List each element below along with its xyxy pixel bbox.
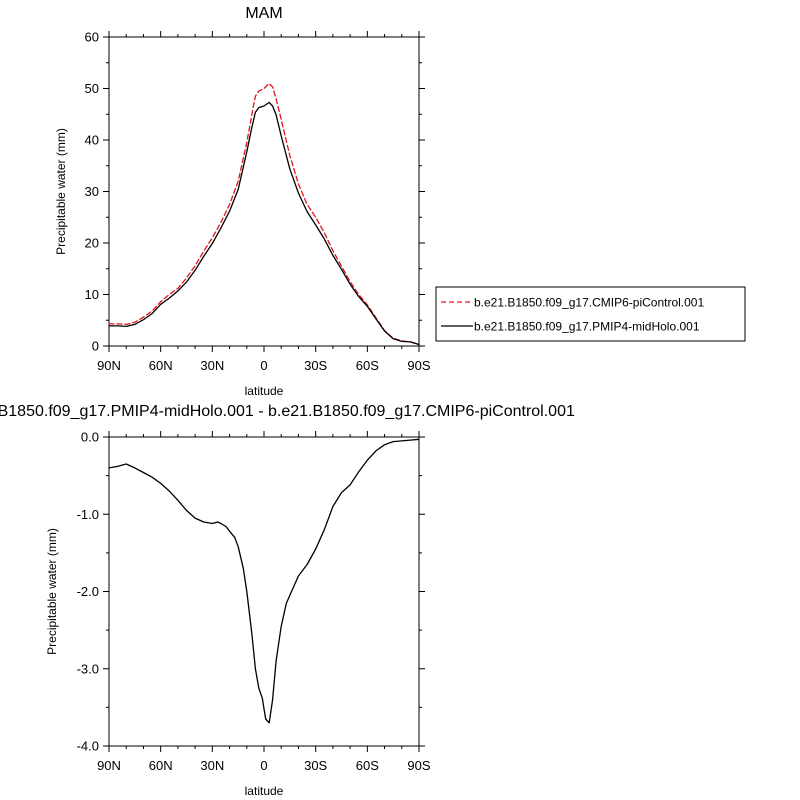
y-axis: 0 10 20 30 40 50 60: [85, 30, 425, 354]
y-tick-label: 0: [92, 339, 99, 354]
chart-title: MAM: [245, 5, 282, 22]
x-tick-label: 90N: [97, 358, 121, 373]
x-tick-label: 90S: [407, 758, 430, 773]
y-tick-label: 20: [85, 236, 99, 251]
difference-chart-title: b.e21.B1850.f09_g17.PMIP4-midHolo.001 - …: [0, 403, 575, 420]
y-tick-label: -2.0: [77, 584, 99, 599]
legend-label-midHolo: b.e21.B1850.f09_g17.PMIP4-midHolo.001: [474, 320, 700, 334]
plot-frame: [108, 36, 420, 347]
y-tick-label: 0.0: [81, 430, 99, 445]
y-tick-label: -3.0: [77, 661, 99, 676]
y-tick-label: 50: [85, 81, 99, 96]
series-line-piControl: [108, 82, 420, 346]
x-tick-label: 30N: [200, 358, 224, 373]
x-tick-label: 60S: [356, 758, 379, 773]
y-tick-label: 60: [85, 30, 99, 45]
y-tick-label: 10: [85, 287, 99, 302]
x-tick-label: 60N: [149, 358, 173, 373]
x-tick-label: 90S: [407, 358, 430, 373]
y-axis: 0.0 -1.0 -2.0 -3.0 -4.0: [77, 430, 425, 754]
legend-box: [435, 286, 746, 342]
x-axis-label: latitude: [245, 784, 284, 798]
x-axis-label: latitude: [245, 384, 284, 398]
y-axis-label: Precipitable water (mm): [54, 128, 68, 255]
legend: b.e21.B1850.f09_g17.CMIP6-piControl.001 …: [435, 286, 746, 342]
x-tick-label: 60S: [356, 358, 379, 373]
x-tick-label: 60N: [149, 758, 173, 773]
y-tick-label: -1.0: [77, 507, 99, 522]
x-axis: 90N 60N 30N 0 30S 60S 90S: [97, 31, 431, 373]
y-tick-label: -4.0: [77, 739, 99, 754]
x-tick-label: 90N: [97, 758, 121, 773]
legend-label-piControl: b.e21.B1850.f09_g17.CMIP6-piControl.001: [474, 296, 704, 310]
top-panel: MAM 0 10 20 30 40 50 60 90N 60N 30N 0 30S 60S 90S Pr…: [54, 5, 746, 398]
y-axis-label: Precipitable water (mm): [45, 528, 59, 655]
series-lines: [108, 82, 420, 346]
series-lines: [108, 438, 420, 724]
bottom-panel: b.e21.B1850.f09_g17.PMIP4-midHolo.001 - …: [0, 403, 575, 798]
x-axis: 90N 60N 30N 0 30S 60S 90S: [97, 431, 431, 773]
series-line-difference: [108, 438, 420, 724]
series-line-midHolo: [108, 101, 420, 346]
x-tick-label: 0: [260, 358, 267, 373]
x-tick-label: 30S: [304, 758, 327, 773]
x-tick-label: 30S: [304, 358, 327, 373]
plot-frame: [108, 436, 420, 747]
y-tick-label: 40: [85, 133, 99, 148]
x-tick-label: 0: [260, 758, 267, 773]
y-tick-label: 30: [85, 184, 99, 199]
x-tick-label: 30N: [200, 758, 224, 773]
